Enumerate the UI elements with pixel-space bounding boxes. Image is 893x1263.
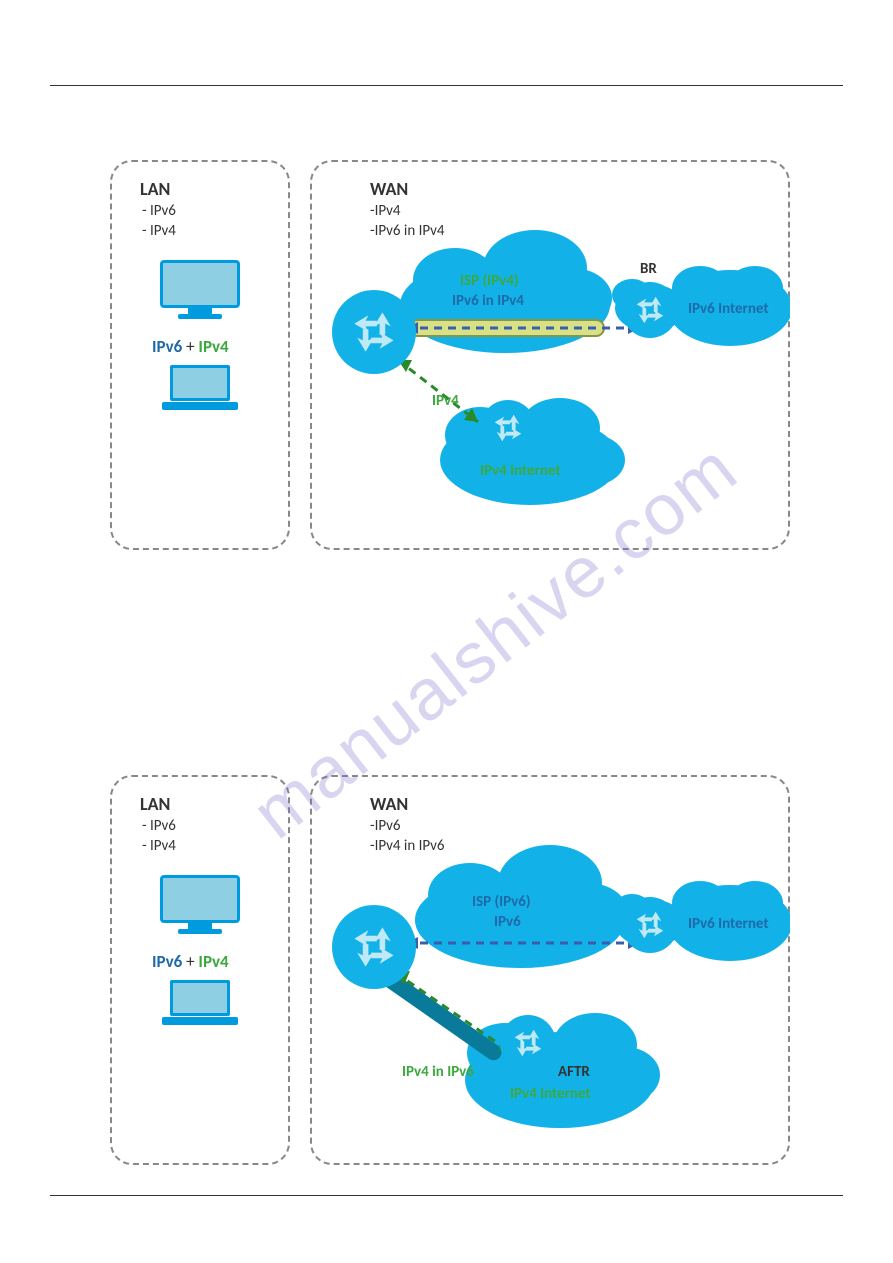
ipv6: IPv6 [152,336,182,357]
isp-ipv4: ISP (IPv4) [460,272,519,290]
plus: + [182,951,198,972]
aftr-router-icon [500,1015,556,1071]
plus: + [182,336,198,357]
lan-caption: IPv6 + IPv4 [152,336,229,357]
lan-l1: - IPv6 [142,817,176,835]
cpe-router-icon [332,290,416,374]
bottom-rule [50,1195,843,1196]
lan-caption: IPv6 + IPv4 [152,951,229,972]
ipv4-label: IPv4 [432,392,459,410]
isp-ipv6: ISP (IPv6) [472,893,531,911]
br-label: BR [640,260,657,278]
ipv4-router-icon [480,400,536,456]
ipv6-internet: IPv6 Internet [688,915,769,933]
lan-title: LAN [140,793,170,815]
diagram-dslite: LAN - IPv6 - IPv4 IPv6 + IPv4 WAN -IPv6 … [0,775,893,1165]
br-router-icon [622,282,678,338]
lan-l2: - IPv4 [142,837,176,855]
laptop-icon [162,365,238,415]
ipv6-only: IPv6 [494,913,521,931]
ipv6-internet: IPv6 Internet [688,300,769,318]
cpe-router-icon [332,905,416,989]
lan-l1: - IPv6 [142,202,176,220]
ipv4: IPv4 [198,336,228,357]
ipv6-in-ipv4: IPv6 in IPv4 [452,292,524,310]
lan-title: LAN [140,178,170,200]
ipv4-in-ipv6: IPv4 in IPv6 [402,1063,474,1081]
ipv4: IPv4 [198,951,228,972]
diagram-6rd: LAN - IPv6 - IPv4 IPv6 + IPv4 WAN -IPv4 … [0,160,893,550]
aftr-label: AFTR [558,1063,590,1081]
ipv4-internet: IPv4 Internet [510,1085,591,1103]
monitor-icon [160,260,240,320]
ipv6: IPv6 [152,951,182,972]
top-rule [50,85,843,86]
laptop-icon [162,980,238,1030]
ipv4-internet: IPv4 Internet [480,462,561,480]
lan-l2: - IPv4 [142,222,176,240]
bridge-router-icon [622,897,678,953]
monitor-icon [160,875,240,935]
